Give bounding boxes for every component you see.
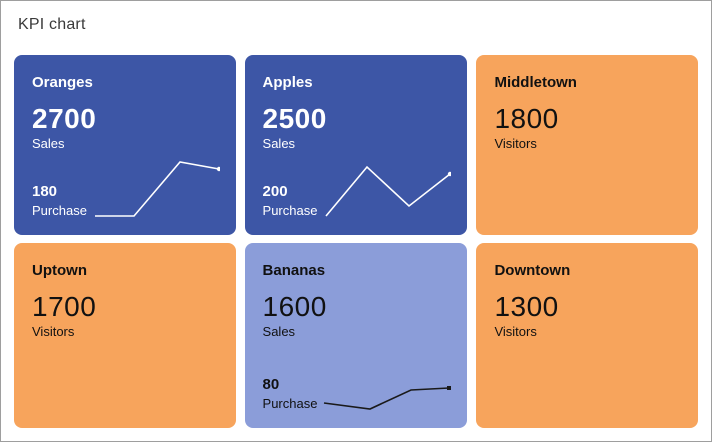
tile-value: 1700 <box>32 291 97 322</box>
tile-value: 2700 <box>32 103 97 134</box>
tile-value-label: Visitors <box>494 324 537 339</box>
tile-value: 2500 <box>262 103 327 134</box>
kpi-tile-downtown: Downtown 1300 Visitors <box>476 243 698 428</box>
tile-title: Downtown <box>494 262 571 279</box>
tile-value-label: Sales <box>262 324 296 339</box>
metric-label: Purchase <box>262 203 318 218</box>
tile-value-label: Sales <box>262 136 296 151</box>
tile-value-label: Sales <box>32 136 65 151</box>
kpi-tile-oranges: Oranges 2700 Sales 180 Purchase <box>14 55 236 235</box>
kpi-tile-uptown: Uptown 1700 Visitors <box>14 243 236 428</box>
kpi-tile-middletown: Middletown 1800 Visitors <box>476 55 698 235</box>
metric-block: 200 Purchase <box>263 183 318 219</box>
sparkline-chart <box>325 165 452 219</box>
kpi-tile-apples: Apples 2500 Sales 200 Purchase <box>244 55 468 235</box>
metric-value: 200 <box>262 183 288 200</box>
metric-label: Purchase <box>32 203 87 218</box>
tile-title: Middletown <box>494 74 577 91</box>
metric-value: 180 <box>32 183 58 200</box>
metric-value: 80 <box>262 376 280 393</box>
sparkline-chart <box>323 386 452 412</box>
tile-title: Oranges <box>32 74 93 91</box>
tile-title: Uptown <box>32 262 87 279</box>
tile-value-label: Visitors <box>32 324 75 339</box>
page-title: KPI chart <box>18 16 86 33</box>
tile-secondary-metric: 200 Purchase <box>263 165 452 219</box>
tile-value: 1600 <box>262 291 327 322</box>
tile-value: 1300 <box>494 291 559 322</box>
kpi-grid: Oranges 2700 Sales 180 Purchase Apples 2… <box>14 55 698 428</box>
metric-block: 180 Purchase <box>32 183 87 219</box>
tile-title: Apples <box>262 74 313 91</box>
metric-block: 80 Purchase <box>263 376 318 412</box>
sparkline-chart <box>94 159 220 219</box>
tile-value-label: Visitors <box>494 136 537 151</box>
metric-label: Purchase <box>262 396 318 411</box>
tile-secondary-metric: 180 Purchase <box>32 159 220 219</box>
tile-title: Bananas <box>262 262 326 279</box>
tile-secondary-metric: 80 Purchase <box>263 376 452 412</box>
kpi-tile-bananas: Bananas 1600 Sales 80 Purchase <box>244 243 468 428</box>
tile-value: 1800 <box>494 103 559 134</box>
